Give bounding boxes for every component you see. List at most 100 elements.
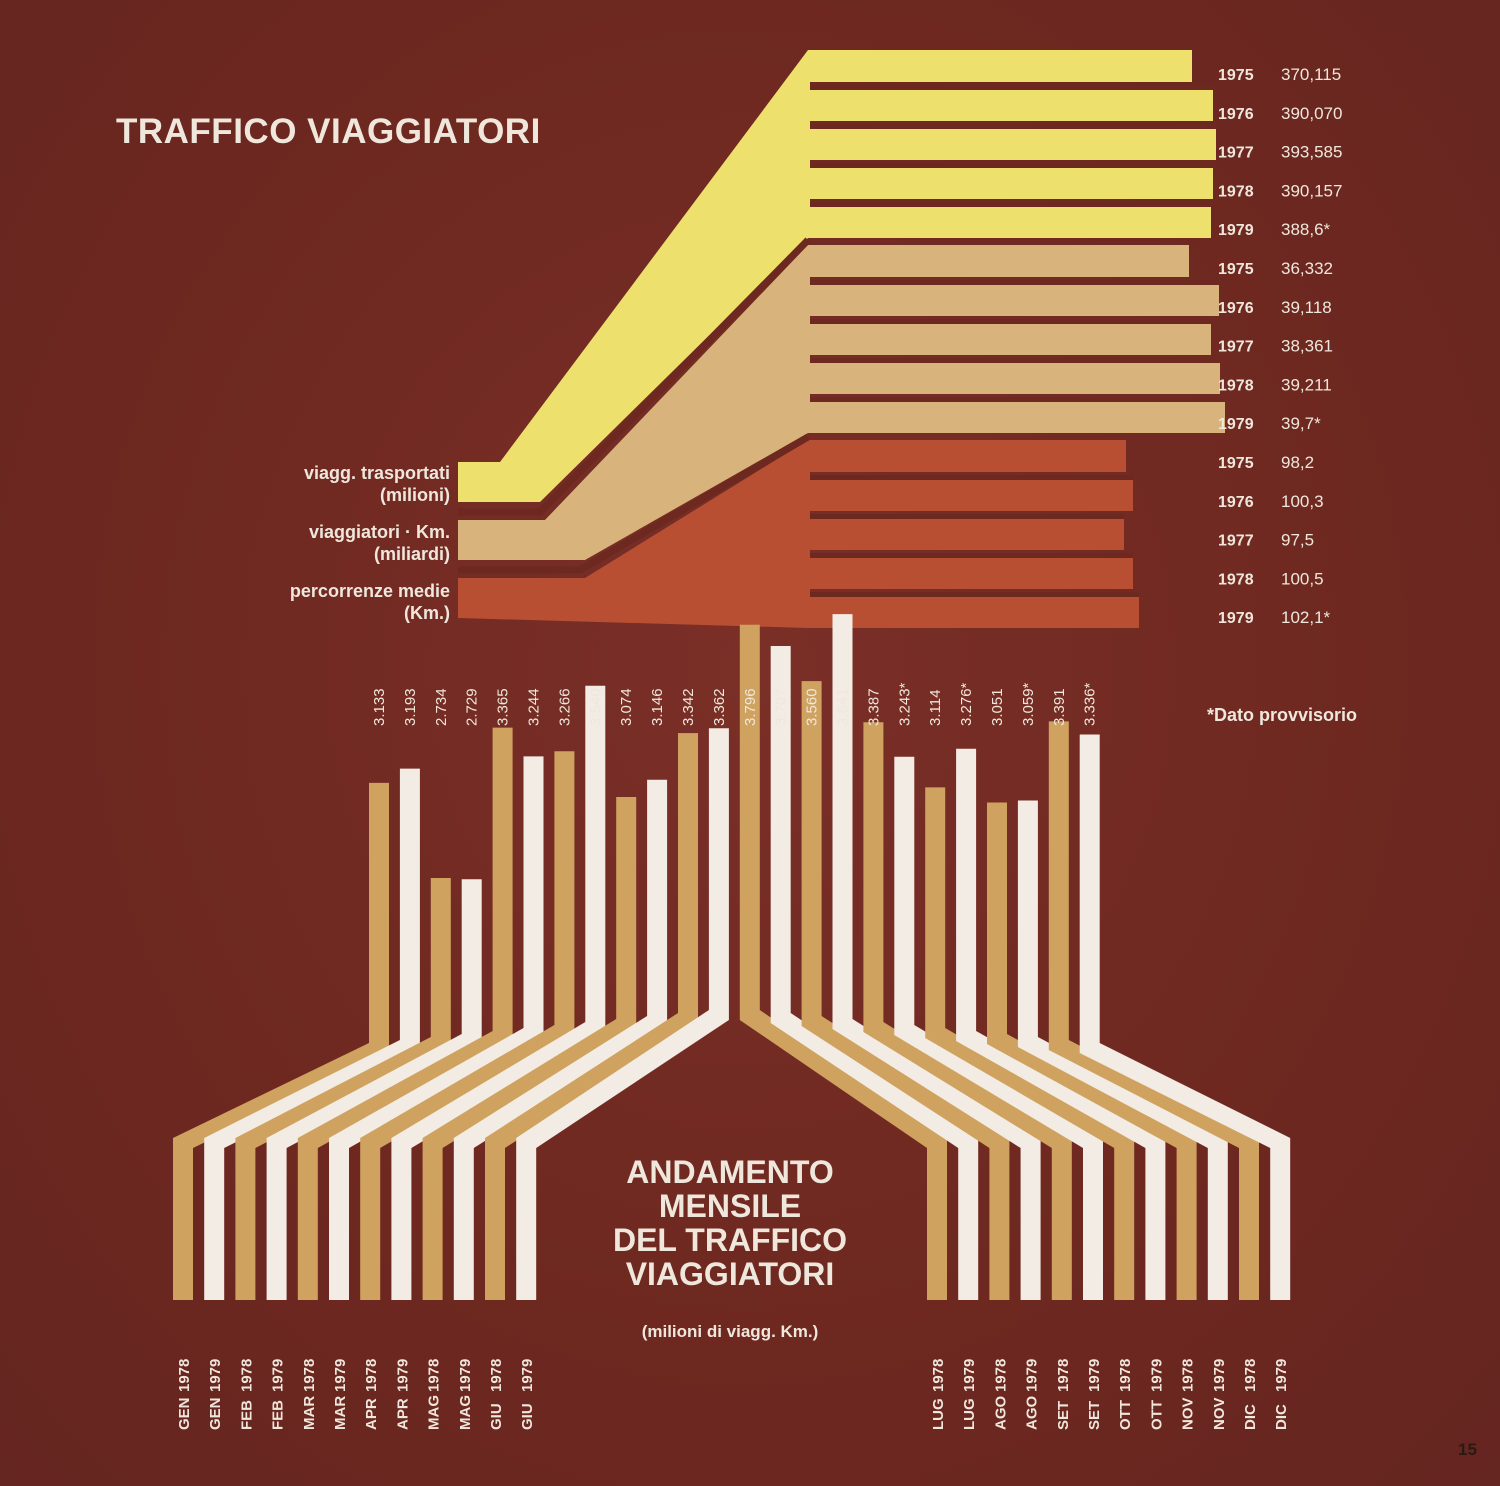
year-name: 1979 xyxy=(394,1359,411,1392)
year-name: 1979 xyxy=(207,1359,224,1392)
table-value: 39,7* xyxy=(1281,414,1321,433)
monthly-category-label: FEB 1979 xyxy=(270,1359,287,1430)
bar-1978 xyxy=(808,362,1220,394)
monthly-category-label: NOV 1979 xyxy=(1211,1359,1228,1430)
monthly-value-label: 3.146 xyxy=(649,688,666,726)
month-name: APR xyxy=(394,1398,411,1430)
table-value: 388,6* xyxy=(1281,220,1331,239)
bar-1975 xyxy=(808,245,1189,277)
month-name: MAG xyxy=(457,1395,474,1430)
bar-1979 xyxy=(808,401,1225,433)
month-name: MAR xyxy=(332,1396,349,1430)
legend-label-passenger-km: viaggiatori · Km. (miliardi) xyxy=(309,521,450,565)
monthly-chart-subtitle: (milioni di viagg. Km.) xyxy=(641,1322,819,1341)
legend-line1: viagg. trasportati xyxy=(303,463,450,483)
month-name: LUG xyxy=(930,1398,947,1430)
monthly-value-label: 3.244 xyxy=(526,688,543,726)
bar-separator xyxy=(810,553,1133,558)
connector-band xyxy=(458,440,810,628)
month-name: SET xyxy=(1086,1401,1103,1430)
year-name: 1979 xyxy=(457,1359,474,1392)
table-value: 36,332 xyxy=(1281,259,1333,278)
legend-line1: viaggiatori · Km. xyxy=(308,522,450,542)
monthly-value-label: 3.243* xyxy=(896,682,913,726)
month-name: OTT xyxy=(1117,1400,1134,1430)
monthly-bar-FEB-1978 xyxy=(235,878,451,1300)
bar-separator xyxy=(810,358,1220,363)
table-value: 390,157 xyxy=(1281,181,1342,200)
bar-1976 xyxy=(808,89,1213,121)
monthly-value-label: 3.074 xyxy=(618,688,635,726)
bar-separator xyxy=(810,475,1133,480)
table-value: 39,118 xyxy=(1281,298,1332,317)
monthly-value-label: 3.193 xyxy=(402,688,419,726)
month-name: NOV xyxy=(1211,1397,1228,1430)
month-name: GIU xyxy=(488,1403,505,1430)
monthly-category-label: APR 1979 xyxy=(394,1359,411,1430)
band-separator xyxy=(458,433,810,574)
monthly-category-label: AGO 1978 xyxy=(992,1359,1009,1430)
table-value: 102,1* xyxy=(1281,608,1331,627)
monthly-chart-title: ANDAMENTO MENSILE DEL TRAFFICO VIAGGIATO… xyxy=(560,1155,900,1291)
bar-1977 xyxy=(808,518,1124,550)
monthly-value-label: 3.707 xyxy=(773,688,790,726)
year-name: 1978 xyxy=(426,1359,443,1392)
bar-separator xyxy=(810,592,1139,597)
monthly-category-label: DIC 1979 xyxy=(1273,1359,1290,1430)
bar-separator xyxy=(810,397,1225,402)
bar-separator xyxy=(810,514,1124,519)
bar-separator xyxy=(810,202,1211,207)
value-table: 1975 370,115 1976 390,070 1977 393,585 1978 390… xyxy=(1218,65,1342,627)
table-value: 370,115 xyxy=(1281,65,1341,84)
monthly-category-label: OTT 1979 xyxy=(1148,1359,1165,1430)
bar-separator xyxy=(810,85,1213,90)
bar-1978 xyxy=(808,557,1133,589)
monthly-category-label: LUG 1978 xyxy=(930,1359,947,1430)
monthly-category-label: FEB 1978 xyxy=(238,1359,255,1430)
table-value: 97,5 xyxy=(1281,531,1314,550)
year-name: 1978 xyxy=(238,1359,255,1392)
month-name: LUG xyxy=(961,1398,978,1430)
bar-1978 xyxy=(808,167,1213,199)
table-year: 1976 xyxy=(1218,106,1254,123)
monthly-bars: 3.133 GEN 1978 3.193 GEN 1979 2.734 FEB 1978 2.72… xyxy=(173,614,1291,1430)
year-name: 1979 xyxy=(1148,1359,1165,1392)
monthly-category-label: LUG 1979 xyxy=(961,1359,978,1430)
bar-1977 xyxy=(808,128,1216,160)
monthly-value-label: 3.336* xyxy=(1082,682,1099,726)
year-name: 1978 xyxy=(301,1359,318,1392)
month-name: DIC xyxy=(1242,1404,1259,1430)
month-name: FEB xyxy=(270,1400,287,1430)
table-year: 1975 xyxy=(1218,67,1254,84)
year-name: 1979 xyxy=(961,1359,978,1392)
year-name: 1978 xyxy=(1117,1359,1134,1392)
month-name: AGO xyxy=(992,1396,1009,1431)
monthly-value-label: 3.540 xyxy=(587,688,604,726)
band-group-3 xyxy=(458,440,1139,628)
bar-1975 xyxy=(808,440,1126,472)
legend-line2: (milioni) xyxy=(380,485,450,505)
monthly-value-label: 3.342 xyxy=(680,688,697,726)
monthly-category-label: GIU 1979 xyxy=(519,1359,536,1430)
month-name: SET xyxy=(1055,1401,1072,1430)
bar-separator xyxy=(810,163,1213,168)
table-value: 393,585 xyxy=(1281,143,1342,162)
title-line: MENSILE xyxy=(658,1188,802,1224)
monthly-category-label: MAG 1979 xyxy=(457,1359,474,1430)
year-name: 1979 xyxy=(1024,1359,1041,1392)
table-year: 1979 xyxy=(1218,416,1254,433)
legend-line1: percorrenze medie xyxy=(289,581,450,601)
table-year: 1978 xyxy=(1218,571,1254,588)
table-year: 1977 xyxy=(1218,533,1254,550)
year-name: 1979 xyxy=(270,1359,287,1392)
table-year: 1979 xyxy=(1218,610,1254,627)
monthly-category-label: GEN 1978 xyxy=(176,1359,193,1430)
monthly-value-label: 3.560 xyxy=(804,688,821,726)
page-number: 15 xyxy=(1458,1440,1477,1459)
year-name: 1978 xyxy=(1242,1359,1259,1392)
monthly-category-label: DIC 1978 xyxy=(1242,1359,1259,1430)
month-name: GEN xyxy=(176,1397,193,1430)
legend-label-avg-distance: percorrenze medie (Km.) xyxy=(290,580,450,624)
monthly-value-label: 3.266 xyxy=(556,688,573,726)
